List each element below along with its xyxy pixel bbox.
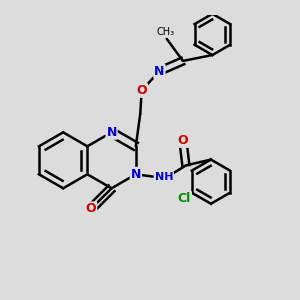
- Text: O: O: [86, 202, 96, 215]
- Text: O: O: [136, 84, 147, 97]
- Text: N: N: [130, 168, 141, 181]
- Text: Cl: Cl: [178, 192, 191, 205]
- Text: CH₃: CH₃: [156, 27, 174, 38]
- Text: NH: NH: [154, 172, 173, 182]
- Text: O: O: [178, 134, 188, 147]
- Text: N: N: [106, 126, 117, 139]
- Text: N: N: [154, 65, 165, 78]
